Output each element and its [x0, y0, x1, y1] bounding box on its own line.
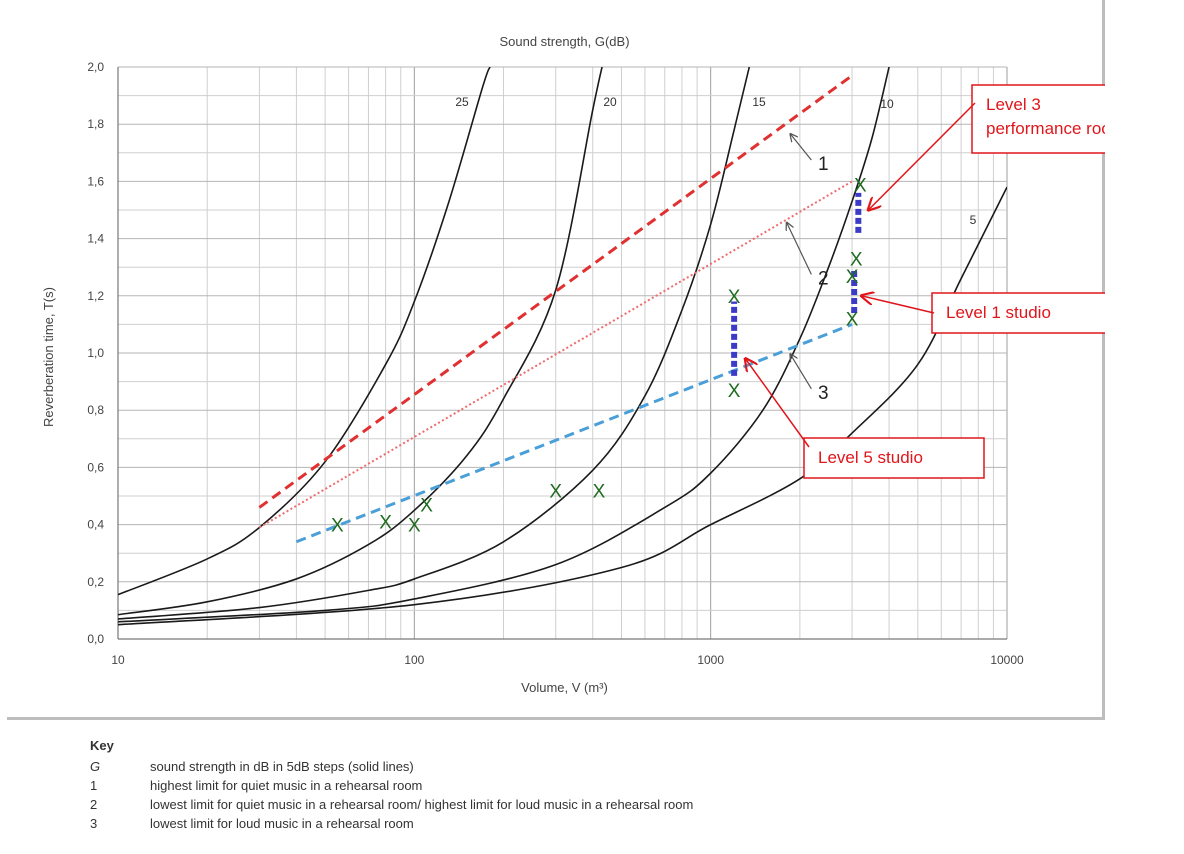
limit-line-3: [295, 323, 853, 544]
x-marker: X: [331, 516, 344, 537]
x-tick-label: 10: [111, 653, 125, 667]
y-tick-label: 0,2: [87, 575, 104, 589]
callout-box: [931, 292, 1105, 334]
key-symbol: 3: [90, 816, 98, 831]
callout-arrow: [861, 296, 935, 314]
line-label-arrow: [787, 223, 812, 275]
y-tick-label: 0,4: [87, 518, 104, 532]
x-tick-label: 1000: [697, 653, 724, 667]
y-tick-label: 1,2: [87, 289, 104, 303]
g-curve-label: 20: [603, 95, 617, 109]
key-text: lowest limit for quiet music in a rehear…: [150, 797, 694, 812]
callout-label: Level 1 studio: [946, 303, 1051, 322]
chart-svg: 0,0 0,2 0,4 0,6 0,8 1,0 1,2 1,4 1,6 1,8 2,0 10 100 10…: [41, 34, 1105, 695]
g-curve: [118, 67, 491, 596]
g-curve-label: 5: [970, 213, 977, 227]
callout-arrow: [868, 102, 976, 210]
key-text: sound strength in dB in 5dB steps (solid…: [150, 759, 414, 774]
key-symbol: 2: [90, 797, 98, 812]
line-label-arrow: [790, 354, 812, 390]
x-marker: X: [728, 287, 741, 308]
key-row: 1 highest limit for quiet music in a reh…: [90, 776, 693, 795]
y-tick-label: 1,6: [87, 174, 104, 188]
g-curve: [118, 67, 603, 616]
key-text: highest limit for quiet music in a rehea…: [150, 778, 423, 793]
g-curve: [118, 67, 751, 620]
key-title: Key: [90, 738, 114, 753]
x-marker: X: [846, 267, 859, 288]
chart-frame: 0,0 0,2 0,4 0,6 0,8 1,0 1,2 1,4 1,6 1,8 2,0 10 100 10…: [7, 0, 1105, 720]
callout-arrow: [745, 359, 810, 448]
x-tick-label: 10000: [990, 653, 1024, 667]
key-row: 2 lowest limit for quiet music in a rehe…: [90, 795, 693, 814]
limit-line-1: [258, 74, 853, 509]
limit-line-2: [258, 180, 853, 529]
g-curve: [118, 186, 1007, 626]
x-marker: X: [379, 513, 392, 534]
key-symbol: G: [90, 759, 101, 774]
x-marker: X: [408, 516, 421, 537]
y-axis-label: Reverberation time, T(s): [41, 287, 56, 427]
x-marker: X: [846, 310, 859, 331]
key-row: 3 lowest limit for loud music in a rehea…: [90, 814, 693, 833]
callout-label: performance room: [986, 119, 1105, 138]
y-tick-label: 1,4: [87, 232, 104, 246]
g-curve-label: 25: [455, 95, 469, 109]
y-tick-label: 1,0: [87, 346, 104, 360]
x-marker: X: [850, 250, 863, 271]
x-marker: X: [854, 175, 867, 196]
y-tick-label: 0,6: [87, 460, 104, 474]
callout-label: Level 5 studio: [818, 448, 923, 467]
y-tick-label: 0,8: [87, 403, 104, 417]
x-tick-label: 100: [404, 653, 424, 667]
x-marker: X: [593, 481, 606, 502]
line-label: 3: [818, 383, 829, 404]
y-tick-label: 2,0: [87, 60, 104, 74]
x-marker: X: [420, 496, 433, 517]
key-row: G sound strength in dB in 5dB steps (sol…: [90, 757, 693, 776]
g-curve-label: 10: [880, 97, 894, 111]
line-label-arrow: [790, 134, 812, 161]
key-symbol: 1: [90, 778, 98, 793]
y-tick-label: 0,0: [87, 632, 104, 646]
g-curve: [118, 67, 890, 623]
callout-box: [971, 84, 1105, 154]
x-axis-label: Volume, V (m³): [521, 680, 608, 695]
x-marker: X: [549, 481, 562, 502]
key-text: lowest limit for loud music in a rehears…: [150, 816, 414, 831]
line-label: 2: [818, 268, 829, 289]
line-label: 1: [818, 154, 829, 175]
callout-box: [803, 437, 985, 479]
x-marker: X: [728, 381, 741, 402]
key: Key G sound strength in dB in 5dB steps …: [90, 738, 693, 833]
callout-label: Level 3: [986, 95, 1041, 114]
y-tick-label: 1,8: [87, 117, 104, 131]
chart-title: Sound strength, G(dB): [499, 34, 629, 49]
g-curve-label: 15: [752, 95, 766, 109]
